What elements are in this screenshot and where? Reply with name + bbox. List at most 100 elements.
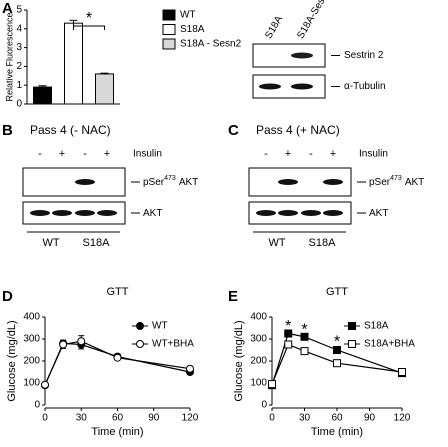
x-tick-label: 30 (76, 413, 88, 424)
y-tick-label: 400 (250, 312, 267, 323)
y-tick-label: 200 (23, 356, 40, 367)
row-label: pSer473 AKT (369, 175, 424, 188)
annotation: * (86, 10, 92, 27)
blot-band (323, 179, 343, 185)
y-tick-label: 400 (23, 312, 40, 323)
y-tick-label: 3 (16, 42, 22, 53)
blot-band (278, 210, 298, 216)
row-label-main: pSer (369, 177, 391, 188)
x-tick-label: 0 (42, 413, 48, 424)
blot-band (323, 210, 343, 216)
treatment-sign: + (285, 148, 291, 160)
marker (333, 346, 341, 354)
row-label: Sestrin 2 (344, 50, 384, 61)
blot-band (278, 179, 298, 185)
row-label-main: pSer (143, 177, 165, 188)
lane-label: S18A (263, 14, 285, 41)
bar (64, 22, 83, 105)
x-tick-label: 60 (331, 413, 343, 424)
bar (33, 86, 52, 105)
y-axis-label: Glucose (mg/dL) (233, 320, 245, 401)
treatment-sign: + (59, 148, 65, 160)
legend-swatch (162, 9, 176, 21)
x-tick-label: 30 (299, 413, 311, 424)
blot-band (291, 83, 313, 90)
y-tick-label: 2 (16, 61, 22, 72)
blot-band (75, 179, 95, 185)
marker (333, 359, 341, 368)
marker (300, 347, 309, 356)
group-label: S18A (309, 237, 337, 249)
legend-label: S18A (364, 321, 389, 332)
blot-frame (248, 201, 352, 225)
y-tick-label: 200 (250, 356, 267, 367)
lane-label: S18A-Sesn2 (295, 0, 333, 41)
marker (300, 332, 309, 341)
row-label: AKT (369, 208, 388, 219)
legend-swatch (162, 38, 176, 50)
blot-frame (252, 43, 326, 68)
treatment-label: Insulin (359, 149, 388, 160)
blot-band (301, 210, 321, 216)
legend-label: S18A+BHA (364, 339, 415, 350)
marker (398, 368, 406, 376)
group-label: WT (268, 237, 285, 249)
blot-band (291, 52, 313, 59)
y-tick-label: 0 (261, 400, 267, 411)
row-label-rest: AKT (405, 177, 424, 188)
blot-frame (22, 201, 126, 225)
legend-marker (348, 322, 356, 330)
marker (77, 337, 86, 346)
panel-label: B (2, 122, 13, 139)
y-tick-label: 300 (250, 334, 267, 345)
y-tick-label: 0 (16, 99, 22, 110)
treatment-sign: - (83, 148, 87, 160)
blot-band (97, 210, 117, 216)
blot-band (52, 210, 72, 216)
blot-title: Pass 4 (+ NAC) (256, 123, 340, 137)
y-tick-label: 0 (34, 400, 40, 411)
treatment-sign: + (104, 148, 110, 160)
treatment-sign: + (330, 148, 336, 160)
x-tick-label: 120 (182, 413, 199, 424)
annotation: * (285, 318, 291, 335)
annotation: * (334, 334, 340, 351)
row-label-sup: 473 (390, 175, 402, 182)
y-axis-label: Relative Fluorescence (4, 12, 14, 101)
treatment-label: Insulin (133, 149, 162, 160)
marker (59, 340, 68, 349)
x-tick-label: 60 (112, 413, 124, 424)
legend-label: WT (180, 10, 196, 21)
group-label: WT (42, 237, 59, 249)
x-axis-label: Time (min) (91, 426, 143, 438)
legend-label: WT (152, 321, 168, 332)
row-label: α-Tubulin (344, 81, 386, 92)
blot-band (259, 83, 281, 90)
marker (284, 329, 293, 338)
y-tick-label: 100 (250, 378, 267, 389)
chart-title: GTT (107, 286, 129, 298)
x-tick-label: 120 (394, 413, 411, 424)
series-line (44, 342, 191, 386)
treatment-sign: - (309, 148, 313, 160)
legend-label: WT+BHA (152, 339, 194, 350)
group-label: S18A (83, 237, 111, 249)
panel-label: E (228, 288, 238, 305)
legend-marker (136, 322, 144, 330)
legend-marker (348, 340, 356, 348)
x-tick-label: 90 (364, 413, 376, 424)
blot-band (30, 210, 50, 216)
treatment-sign: - (264, 148, 268, 160)
blot-frame (22, 167, 126, 197)
panel-label: C (228, 122, 239, 139)
panel-label: D (2, 288, 13, 305)
panel-label: A (2, 0, 13, 17)
row-label: AKT (143, 208, 162, 219)
bar (95, 73, 114, 105)
row-label-main: AKT (369, 208, 388, 219)
x-axis-label: Time (min) (311, 426, 363, 438)
legend-label: S18A (180, 24, 205, 35)
y-tick-label: 300 (23, 334, 40, 345)
x-tick-label: 0 (269, 413, 275, 424)
